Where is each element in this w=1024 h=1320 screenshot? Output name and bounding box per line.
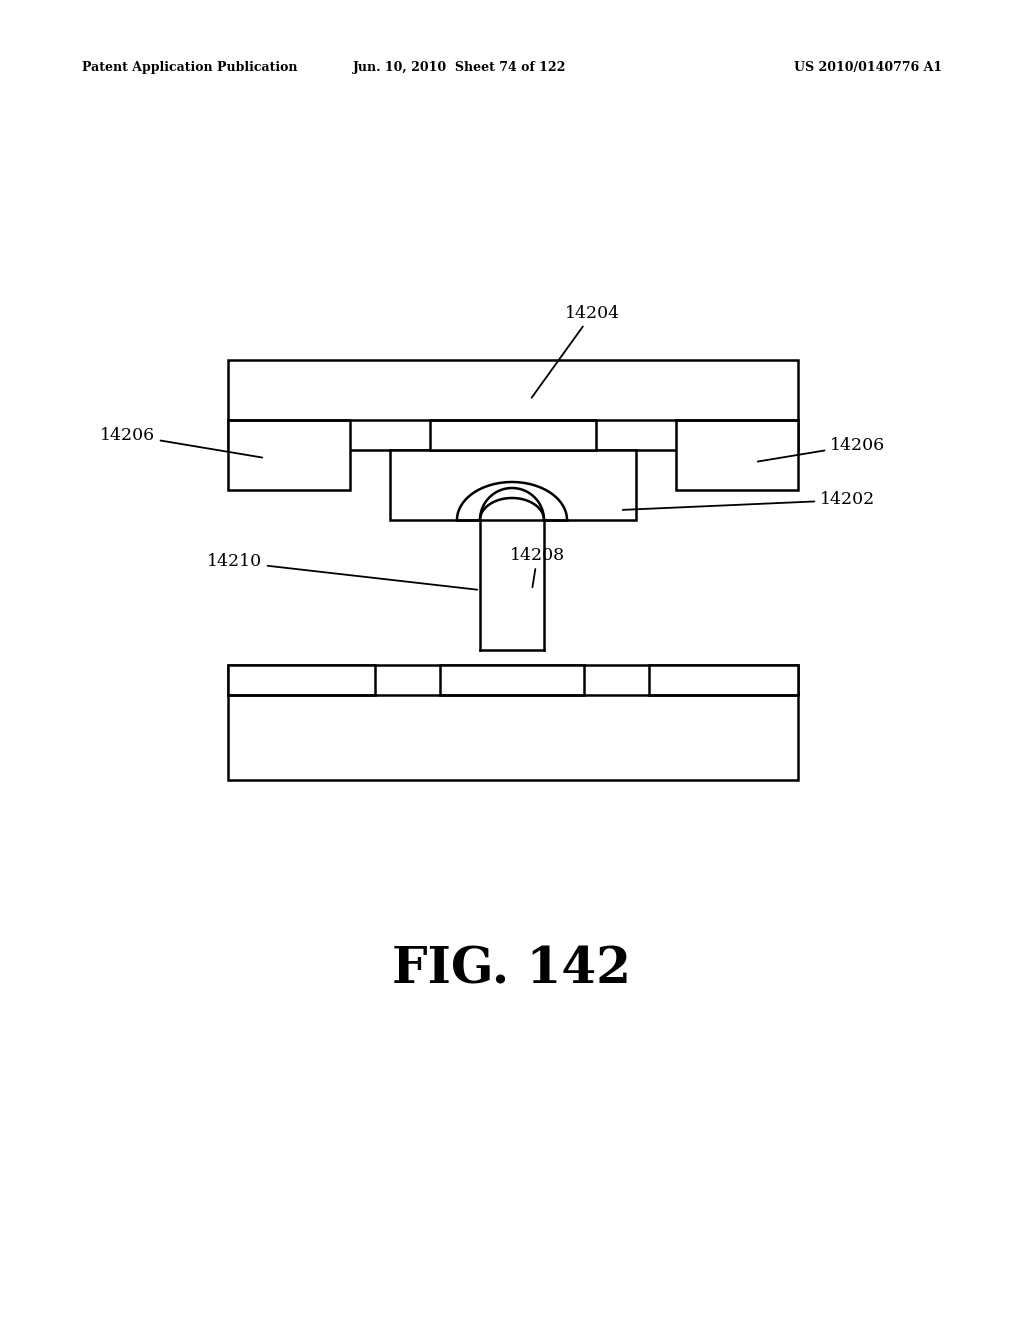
Text: US 2010/0140776 A1: US 2010/0140776 A1 [794,62,942,74]
Bar [228,360,798,450]
Bar [649,665,798,696]
Bar [676,420,798,490]
Text: 14210: 14210 [207,553,477,590]
Text: 14204: 14204 [531,305,621,397]
Bar [390,450,636,520]
Bar [430,420,596,450]
Bar [228,420,350,490]
Text: 14206: 14206 [100,426,262,458]
Text: Patent Application Publication: Patent Application Publication [82,62,298,74]
Text: 14202: 14202 [623,491,876,510]
Bar [228,665,798,780]
Text: 14206: 14206 [758,437,885,462]
Text: Jun. 10, 2010  Sheet 74 of 122: Jun. 10, 2010 Sheet 74 of 122 [353,62,566,74]
Text: 14208: 14208 [510,546,565,587]
Text: FIG. 142: FIG. 142 [392,945,632,994]
Bar [440,665,584,696]
Bar [228,665,375,696]
